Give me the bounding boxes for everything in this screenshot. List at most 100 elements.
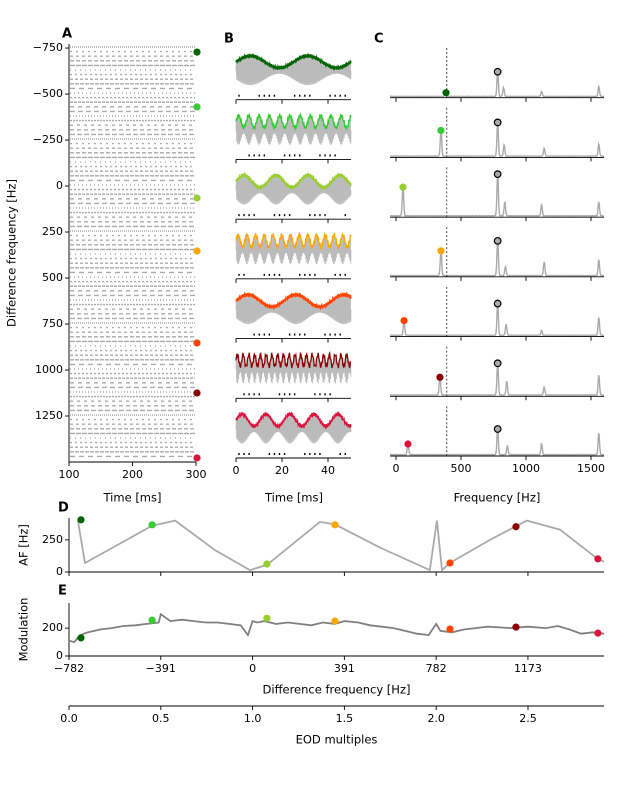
spike <box>248 393 250 396</box>
x-tick-label: 782 <box>426 662 447 675</box>
marker <box>446 559 454 567</box>
spike <box>309 214 311 217</box>
envelope <box>235 410 352 431</box>
spike <box>334 154 336 157</box>
spike <box>258 393 260 396</box>
spike <box>314 453 316 455</box>
marker <box>404 440 412 448</box>
x-tick-label: 0 <box>392 462 399 475</box>
y-tick-label: 1250 <box>35 409 63 422</box>
spike <box>243 273 245 276</box>
spike <box>243 393 245 396</box>
panel-label: D <box>58 501 69 516</box>
eod-marker <box>493 299 502 308</box>
spike <box>304 453 306 455</box>
marker <box>193 194 201 202</box>
marker <box>331 617 339 625</box>
y-tick-label: −250 <box>33 133 63 146</box>
eod-marker <box>493 359 502 368</box>
waveform <box>235 56 352 86</box>
x-tick-label: 100 <box>59 468 80 481</box>
y-tick-label: 250 <box>42 225 63 238</box>
x-axis-label: EOD multiples <box>296 733 378 747</box>
spike <box>329 393 331 396</box>
x-tick-label: 1.0 <box>244 712 262 725</box>
y-tick-label: 500 <box>42 271 63 284</box>
waveform <box>235 414 352 444</box>
spike <box>309 453 311 455</box>
x-tick-label: 1000 <box>512 462 540 475</box>
y-tick-label: 0 <box>56 179 63 192</box>
spike <box>319 214 321 217</box>
spectrum <box>389 302 605 337</box>
eod-marker <box>493 236 502 245</box>
spike <box>248 214 250 217</box>
spike <box>288 154 291 157</box>
marker <box>399 183 407 191</box>
x-tick-label: 0 <box>249 662 256 675</box>
spike <box>344 94 346 97</box>
waveform <box>235 235 352 265</box>
x-tick-label: 2.5 <box>519 712 537 725</box>
spike <box>304 333 306 336</box>
spike <box>329 333 331 336</box>
x-axis-label: Frequency [Hz] <box>454 491 541 505</box>
spike <box>309 94 311 97</box>
spike <box>288 214 291 217</box>
marker <box>436 373 444 381</box>
spike <box>278 393 281 396</box>
data-line <box>68 612 605 644</box>
spike <box>319 154 321 157</box>
spike <box>283 154 286 157</box>
waveform <box>235 175 352 205</box>
spike <box>344 453 346 455</box>
marker <box>263 560 271 568</box>
marker <box>512 523 520 531</box>
spike <box>273 453 276 455</box>
spike <box>314 273 316 276</box>
spike <box>238 94 240 97</box>
marker <box>193 48 201 56</box>
marker <box>193 339 201 347</box>
waveform <box>235 295 352 325</box>
spike <box>344 273 346 276</box>
spike <box>253 333 255 336</box>
x-tick-label: 0.0 <box>60 712 78 725</box>
spike <box>283 214 286 217</box>
waveform <box>235 116 352 145</box>
spike <box>278 214 281 217</box>
spike <box>253 393 255 396</box>
eod-marker <box>493 118 502 127</box>
x-tick-label: 1173 <box>514 662 542 675</box>
spike <box>319 453 321 455</box>
marker <box>148 616 156 624</box>
spike <box>314 393 316 396</box>
spike <box>253 154 255 157</box>
spike <box>299 94 301 97</box>
spike <box>243 214 245 217</box>
spike <box>314 214 316 217</box>
spike <box>268 94 271 97</box>
marker <box>193 103 201 111</box>
marker <box>331 521 339 529</box>
spike <box>334 94 336 97</box>
spike <box>304 94 306 97</box>
spike <box>339 333 341 336</box>
spike <box>238 214 240 217</box>
x-tick-label: −391 <box>146 662 176 675</box>
spike <box>263 154 265 157</box>
spike <box>339 453 341 455</box>
spike <box>263 333 265 336</box>
spike <box>248 154 250 157</box>
marker <box>446 625 454 633</box>
marker <box>594 629 602 637</box>
marker <box>193 389 201 397</box>
spike <box>309 273 311 276</box>
spike <box>258 333 260 336</box>
spike <box>288 333 291 336</box>
y-tick-label: 0 <box>56 649 63 662</box>
spike <box>329 94 331 97</box>
spike <box>278 273 281 276</box>
eod-marker <box>493 67 502 76</box>
